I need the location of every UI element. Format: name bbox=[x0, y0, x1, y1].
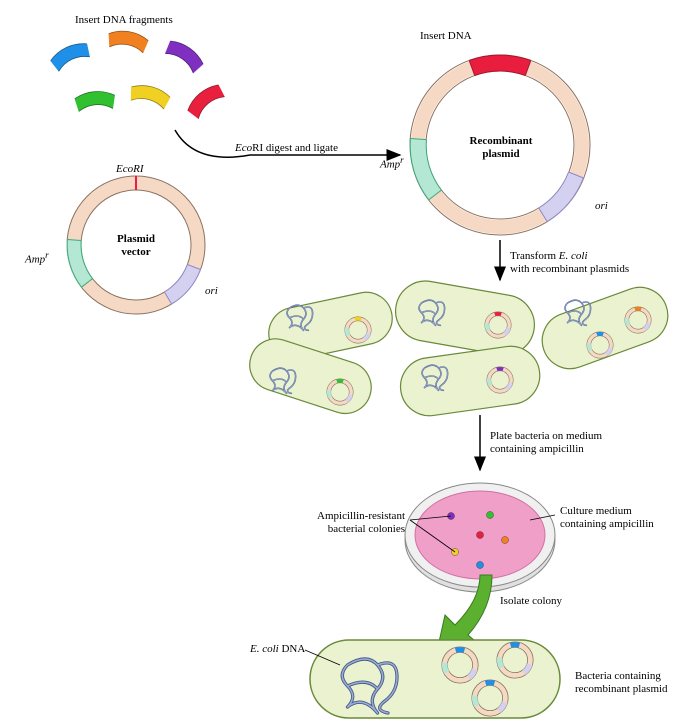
dna-fragment bbox=[48, 39, 92, 73]
dna-fragment bbox=[184, 81, 226, 121]
dna-fragment bbox=[128, 82, 171, 110]
label-amp-resistant: Ampicillin-resistantbacterial colonies bbox=[310, 510, 405, 536]
label-ecoli-dna: E. coli DNA bbox=[250, 643, 305, 656]
label-plate: Plate bacteria on mediumcontaining ampic… bbox=[490, 430, 602, 456]
label-culture-medium: Culture mediumcontaining ampicillin bbox=[560, 505, 654, 531]
dna-fragment bbox=[163, 37, 206, 75]
colony-dot bbox=[487, 512, 494, 519]
label-plasmid-vector: Plasmidvector bbox=[115, 233, 157, 259]
label-amp1: Ampr bbox=[25, 250, 49, 267]
label-ori1: ori bbox=[205, 285, 218, 298]
label-ecori: EcoRI bbox=[116, 163, 144, 176]
dna-fragment bbox=[107, 28, 150, 53]
label-amp2: Ampr bbox=[380, 155, 404, 172]
label-transform: Transform E. coliwith recombinant plasmi… bbox=[510, 250, 629, 276]
label-isolate: Isolate colony bbox=[500, 595, 562, 608]
colony-dot bbox=[477, 532, 484, 539]
dna-fragment bbox=[74, 90, 115, 112]
label-insert-dna: Insert DNA bbox=[420, 30, 472, 43]
colony-dot bbox=[477, 562, 484, 569]
label-ori2: ori bbox=[595, 200, 608, 213]
label-bacteria-containing: Bacteria containingrecombinant plasmid bbox=[575, 670, 668, 696]
label-recombinant: Recombinantplasmid bbox=[465, 135, 537, 161]
label-digest-ligate: EcoRI digest and ligate bbox=[235, 142, 338, 155]
colony-dot bbox=[502, 537, 509, 544]
label-insert-fragments: Insert DNA fragments bbox=[75, 14, 173, 27]
